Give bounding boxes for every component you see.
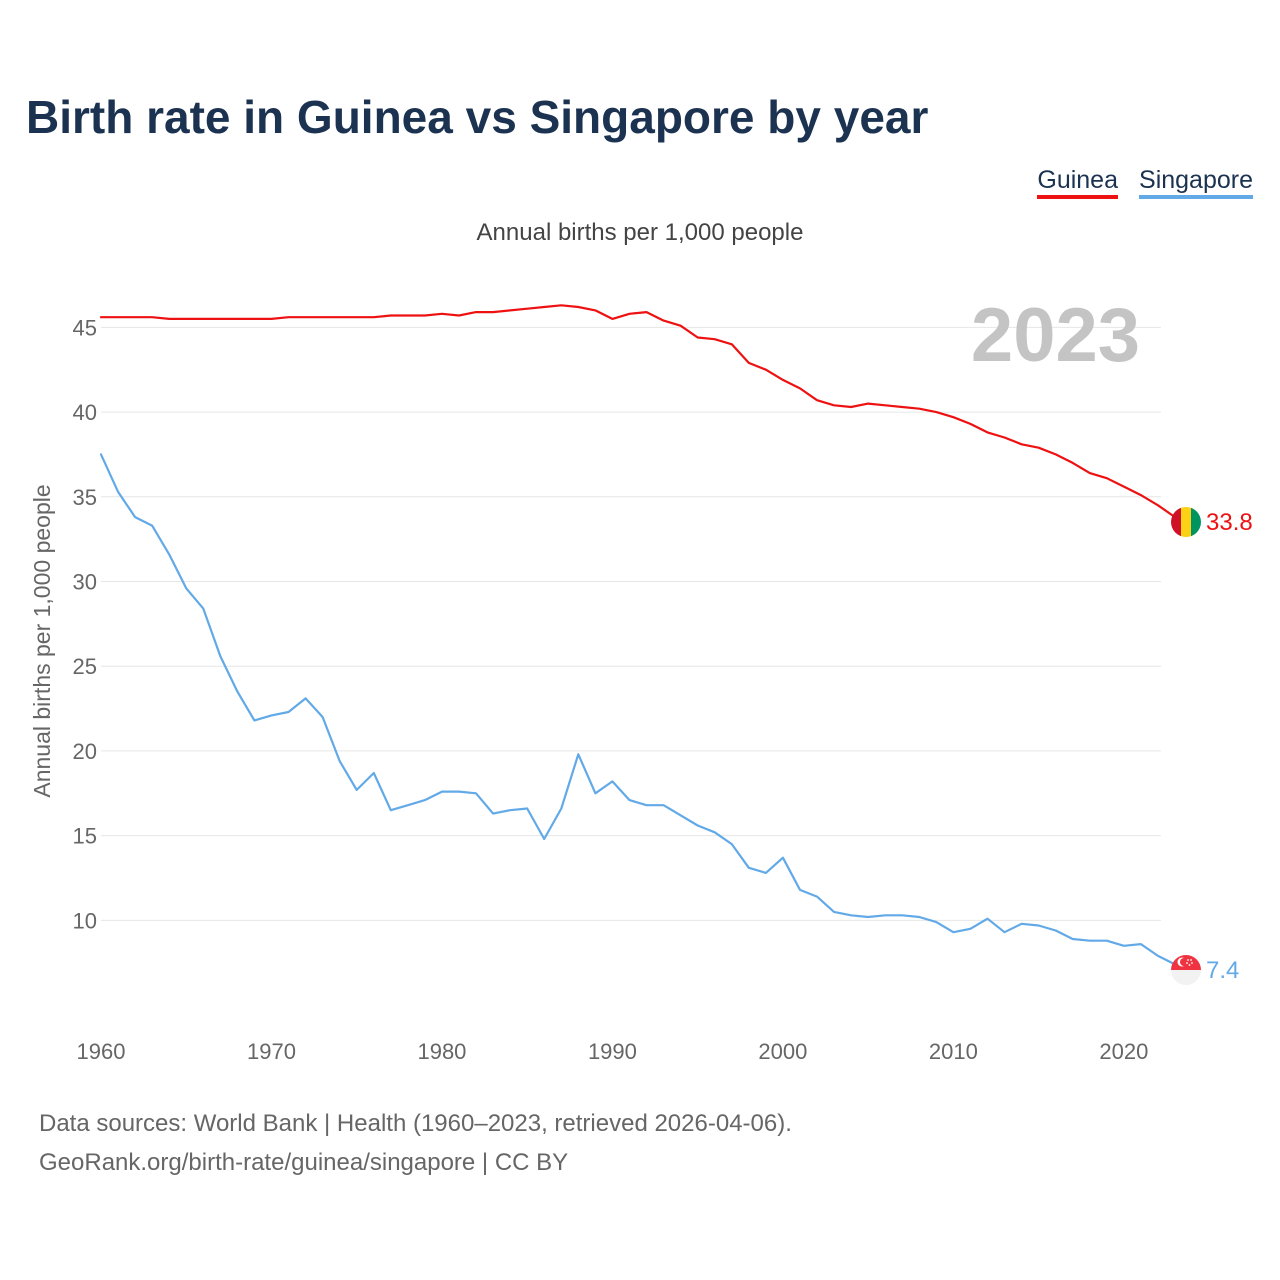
- series-line-singapore[interactable]: [99, 453, 1177, 966]
- legend-item-guinea[interactable]: Guinea: [1037, 166, 1118, 199]
- x-tick-label: 2010: [929, 1039, 978, 1064]
- gridlines: [101, 326, 1161, 921]
- singapore-flag-icon: [1171, 955, 1201, 985]
- legend-item-singapore[interactable]: Singapore: [1139, 166, 1253, 199]
- y-axis-ticks: 10 15 20 25 30 35 40 45: [73, 315, 97, 933]
- source-line-2[interactable]: GeoRank.org/birth-rate/guinea/singapore …: [39, 1149, 568, 1176]
- legend-swatch-guinea: [1037, 195, 1118, 199]
- y-tick-label: 35: [73, 485, 97, 510]
- chart-title: Birth rate in Guinea vs Singapore by yea…: [26, 91, 928, 143]
- y-tick-label: 40: [73, 400, 97, 425]
- series-line-guinea[interactable]: [99, 304, 1177, 519]
- y-tick-label: 15: [73, 824, 97, 849]
- y-axis-label: Annual births per 1,000 people: [29, 484, 55, 797]
- end-label-singapore: 7.4: [1206, 957, 1239, 984]
- y-tick-label: 10: [73, 908, 97, 933]
- y-tick-label: 45: [73, 315, 97, 340]
- legend-label-guinea[interactable]: Guinea: [1037, 166, 1118, 194]
- source-line-1: Data sources: World Bank | Health (1960–…: [39, 1110, 792, 1137]
- y-tick-label: 30: [73, 570, 97, 595]
- chart-subtitle: Annual births per 1,000 people: [477, 219, 804, 246]
- x-tick-label: 1960: [77, 1039, 126, 1064]
- legend-swatch-singapore: [1139, 195, 1253, 199]
- y-tick-label: 20: [73, 739, 97, 764]
- legend[interactable]: Guinea Singapore: [1037, 166, 1253, 199]
- x-tick-label: 1970: [247, 1039, 296, 1064]
- y-tick-label: 25: [73, 654, 97, 679]
- year-watermark: 2023: [971, 293, 1140, 378]
- x-tick-label: 1980: [417, 1039, 466, 1064]
- x-tick-label: 1990: [588, 1039, 637, 1064]
- x-tick-label: 2000: [758, 1039, 807, 1064]
- end-label-guinea: 33.8: [1206, 509, 1253, 536]
- x-axis-ticks: 1960 1970 1980 1990 2000 2010 2020: [77, 1039, 1149, 1064]
- x-tick-label: 2020: [1099, 1039, 1148, 1064]
- legend-label-singapore[interactable]: Singapore: [1139, 166, 1253, 194]
- series-lines: [99, 304, 1183, 966]
- guinea-flag-icon: [1171, 507, 1201, 537]
